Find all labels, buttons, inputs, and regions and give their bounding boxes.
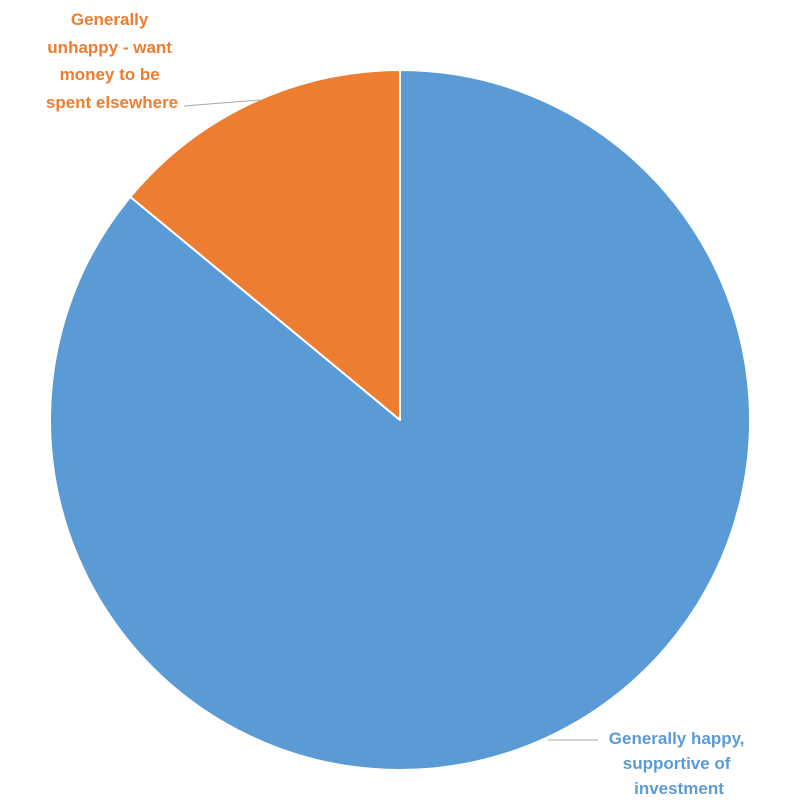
slice-label-unhappy: Generally unhappy - want money to be spe… [46,10,178,112]
slice-label-happy: Generally happy, supportive of investmen… [609,729,749,798]
slice-label-unhappy-line-3: money to be [60,65,160,84]
leader-lines [183,99,598,741]
slice-label-happy-line-2: supportive of [623,754,731,773]
slice-label-unhappy-line-1: Generally [71,10,149,29]
slice-label-unhappy-line-4: spent elsewhere [46,93,178,112]
pie-slices [49,69,751,771]
slice-label-happy-line-1: Generally happy, [609,729,745,748]
slice-label-happy-line-3: investment [634,779,724,798]
leader-line-unhappy [183,99,261,107]
pie-slice-unhappy [129,69,401,421]
slice-label-unhappy-line-2: unhappy - want [47,38,172,57]
